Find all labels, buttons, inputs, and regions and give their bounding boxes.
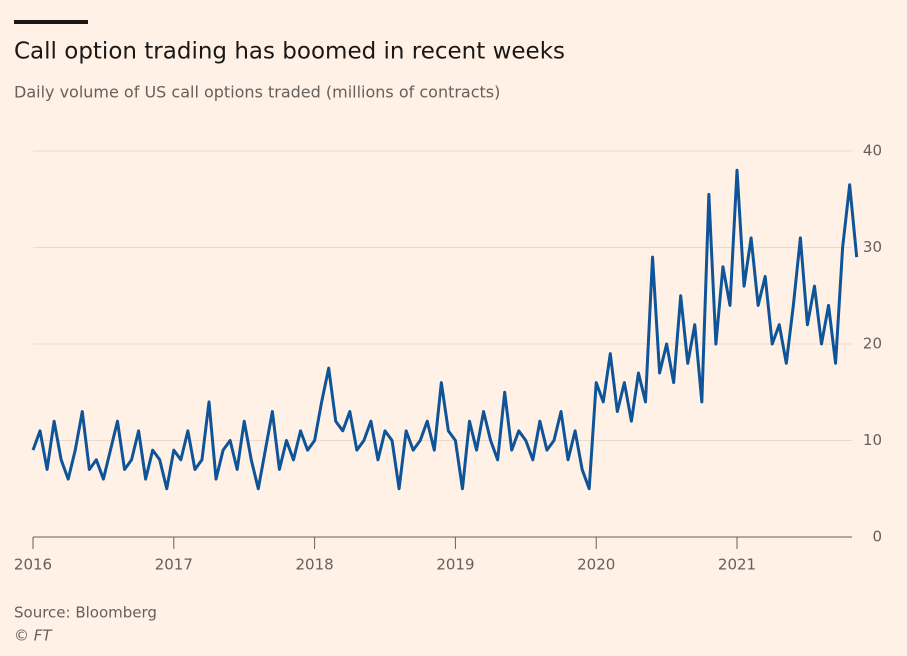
y-tick-label: 40 xyxy=(863,142,882,160)
y-tick-label: 30 xyxy=(863,238,882,256)
y-tick-label: 10 xyxy=(863,431,882,449)
y-tick-label: 0 xyxy=(872,528,882,546)
y-tick-label: 20 xyxy=(863,335,882,353)
data-line xyxy=(31,168,859,491)
source: Source: Bloomberg xyxy=(14,604,157,622)
brand-bar xyxy=(14,20,88,24)
x-tick-label: 2021 xyxy=(718,556,756,574)
x-tick-label: 2017 xyxy=(155,556,193,574)
chart-title: Call option trading has boomed in recent… xyxy=(14,39,565,65)
x-tick-label: 2018 xyxy=(296,556,334,574)
chart-subtitle: Daily volume of US call options traded (… xyxy=(14,83,500,102)
x-tick-label: 2020 xyxy=(577,556,615,574)
x-tick-label: 2016 xyxy=(14,556,52,574)
x-tick-label: 2019 xyxy=(436,556,474,574)
credit: © FT xyxy=(14,627,53,645)
